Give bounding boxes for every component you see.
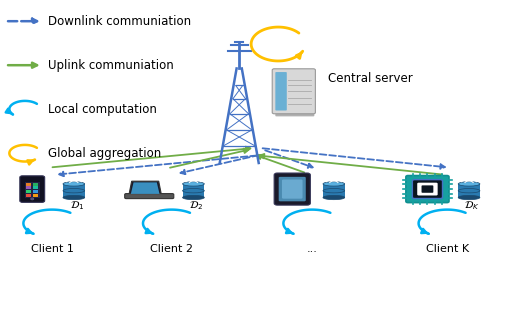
- Ellipse shape: [458, 182, 480, 186]
- Bar: [33, 190, 38, 193]
- Ellipse shape: [183, 195, 204, 200]
- Bar: [33, 183, 38, 185]
- Ellipse shape: [323, 195, 345, 200]
- Text: $\mathcal{D}_K$: $\mathcal{D}_K$: [464, 200, 480, 213]
- Ellipse shape: [323, 182, 345, 186]
- FancyBboxPatch shape: [20, 176, 45, 202]
- Bar: [33, 194, 38, 197]
- FancyBboxPatch shape: [125, 194, 174, 199]
- Ellipse shape: [183, 188, 204, 193]
- FancyBboxPatch shape: [274, 173, 310, 205]
- Text: ...: ...: [307, 244, 317, 254]
- FancyBboxPatch shape: [272, 69, 315, 114]
- Bar: [24, 182, 40, 198]
- Bar: [33, 186, 38, 189]
- Bar: [25, 186, 31, 189]
- Text: Client 2: Client 2: [150, 244, 193, 254]
- Ellipse shape: [323, 188, 345, 193]
- Text: $\mathcal{D}_1$: $\mathcal{D}_1$: [70, 200, 84, 213]
- Bar: [323, 184, 345, 198]
- Text: Local computation: Local computation: [48, 103, 157, 116]
- Ellipse shape: [458, 188, 480, 193]
- Bar: [63, 184, 85, 198]
- Ellipse shape: [63, 195, 85, 200]
- Polygon shape: [129, 181, 161, 195]
- Ellipse shape: [458, 195, 480, 200]
- Text: Central server: Central server: [328, 72, 412, 85]
- FancyBboxPatch shape: [422, 185, 433, 193]
- FancyBboxPatch shape: [412, 180, 443, 199]
- Ellipse shape: [63, 188, 85, 193]
- Text: Downlink communiation: Downlink communiation: [48, 15, 191, 28]
- Text: Client 1: Client 1: [31, 244, 73, 254]
- Text: Uplink communiation: Uplink communiation: [48, 59, 174, 72]
- Text: Client K: Client K: [426, 244, 469, 254]
- Text: Global aggregation: Global aggregation: [48, 147, 161, 160]
- FancyBboxPatch shape: [276, 111, 314, 116]
- Bar: [458, 184, 480, 198]
- Bar: [25, 194, 31, 197]
- Text: $\mathcal{D}_2$: $\mathcal{D}_2$: [189, 200, 204, 213]
- Ellipse shape: [63, 182, 85, 186]
- FancyBboxPatch shape: [417, 183, 438, 196]
- Ellipse shape: [183, 182, 204, 186]
- FancyBboxPatch shape: [406, 176, 449, 202]
- FancyBboxPatch shape: [276, 72, 287, 111]
- Circle shape: [31, 198, 34, 200]
- Bar: [25, 183, 31, 185]
- Bar: [25, 190, 31, 193]
- FancyBboxPatch shape: [282, 180, 303, 199]
- Polygon shape: [131, 182, 160, 194]
- FancyBboxPatch shape: [279, 177, 306, 201]
- Bar: [183, 184, 204, 198]
